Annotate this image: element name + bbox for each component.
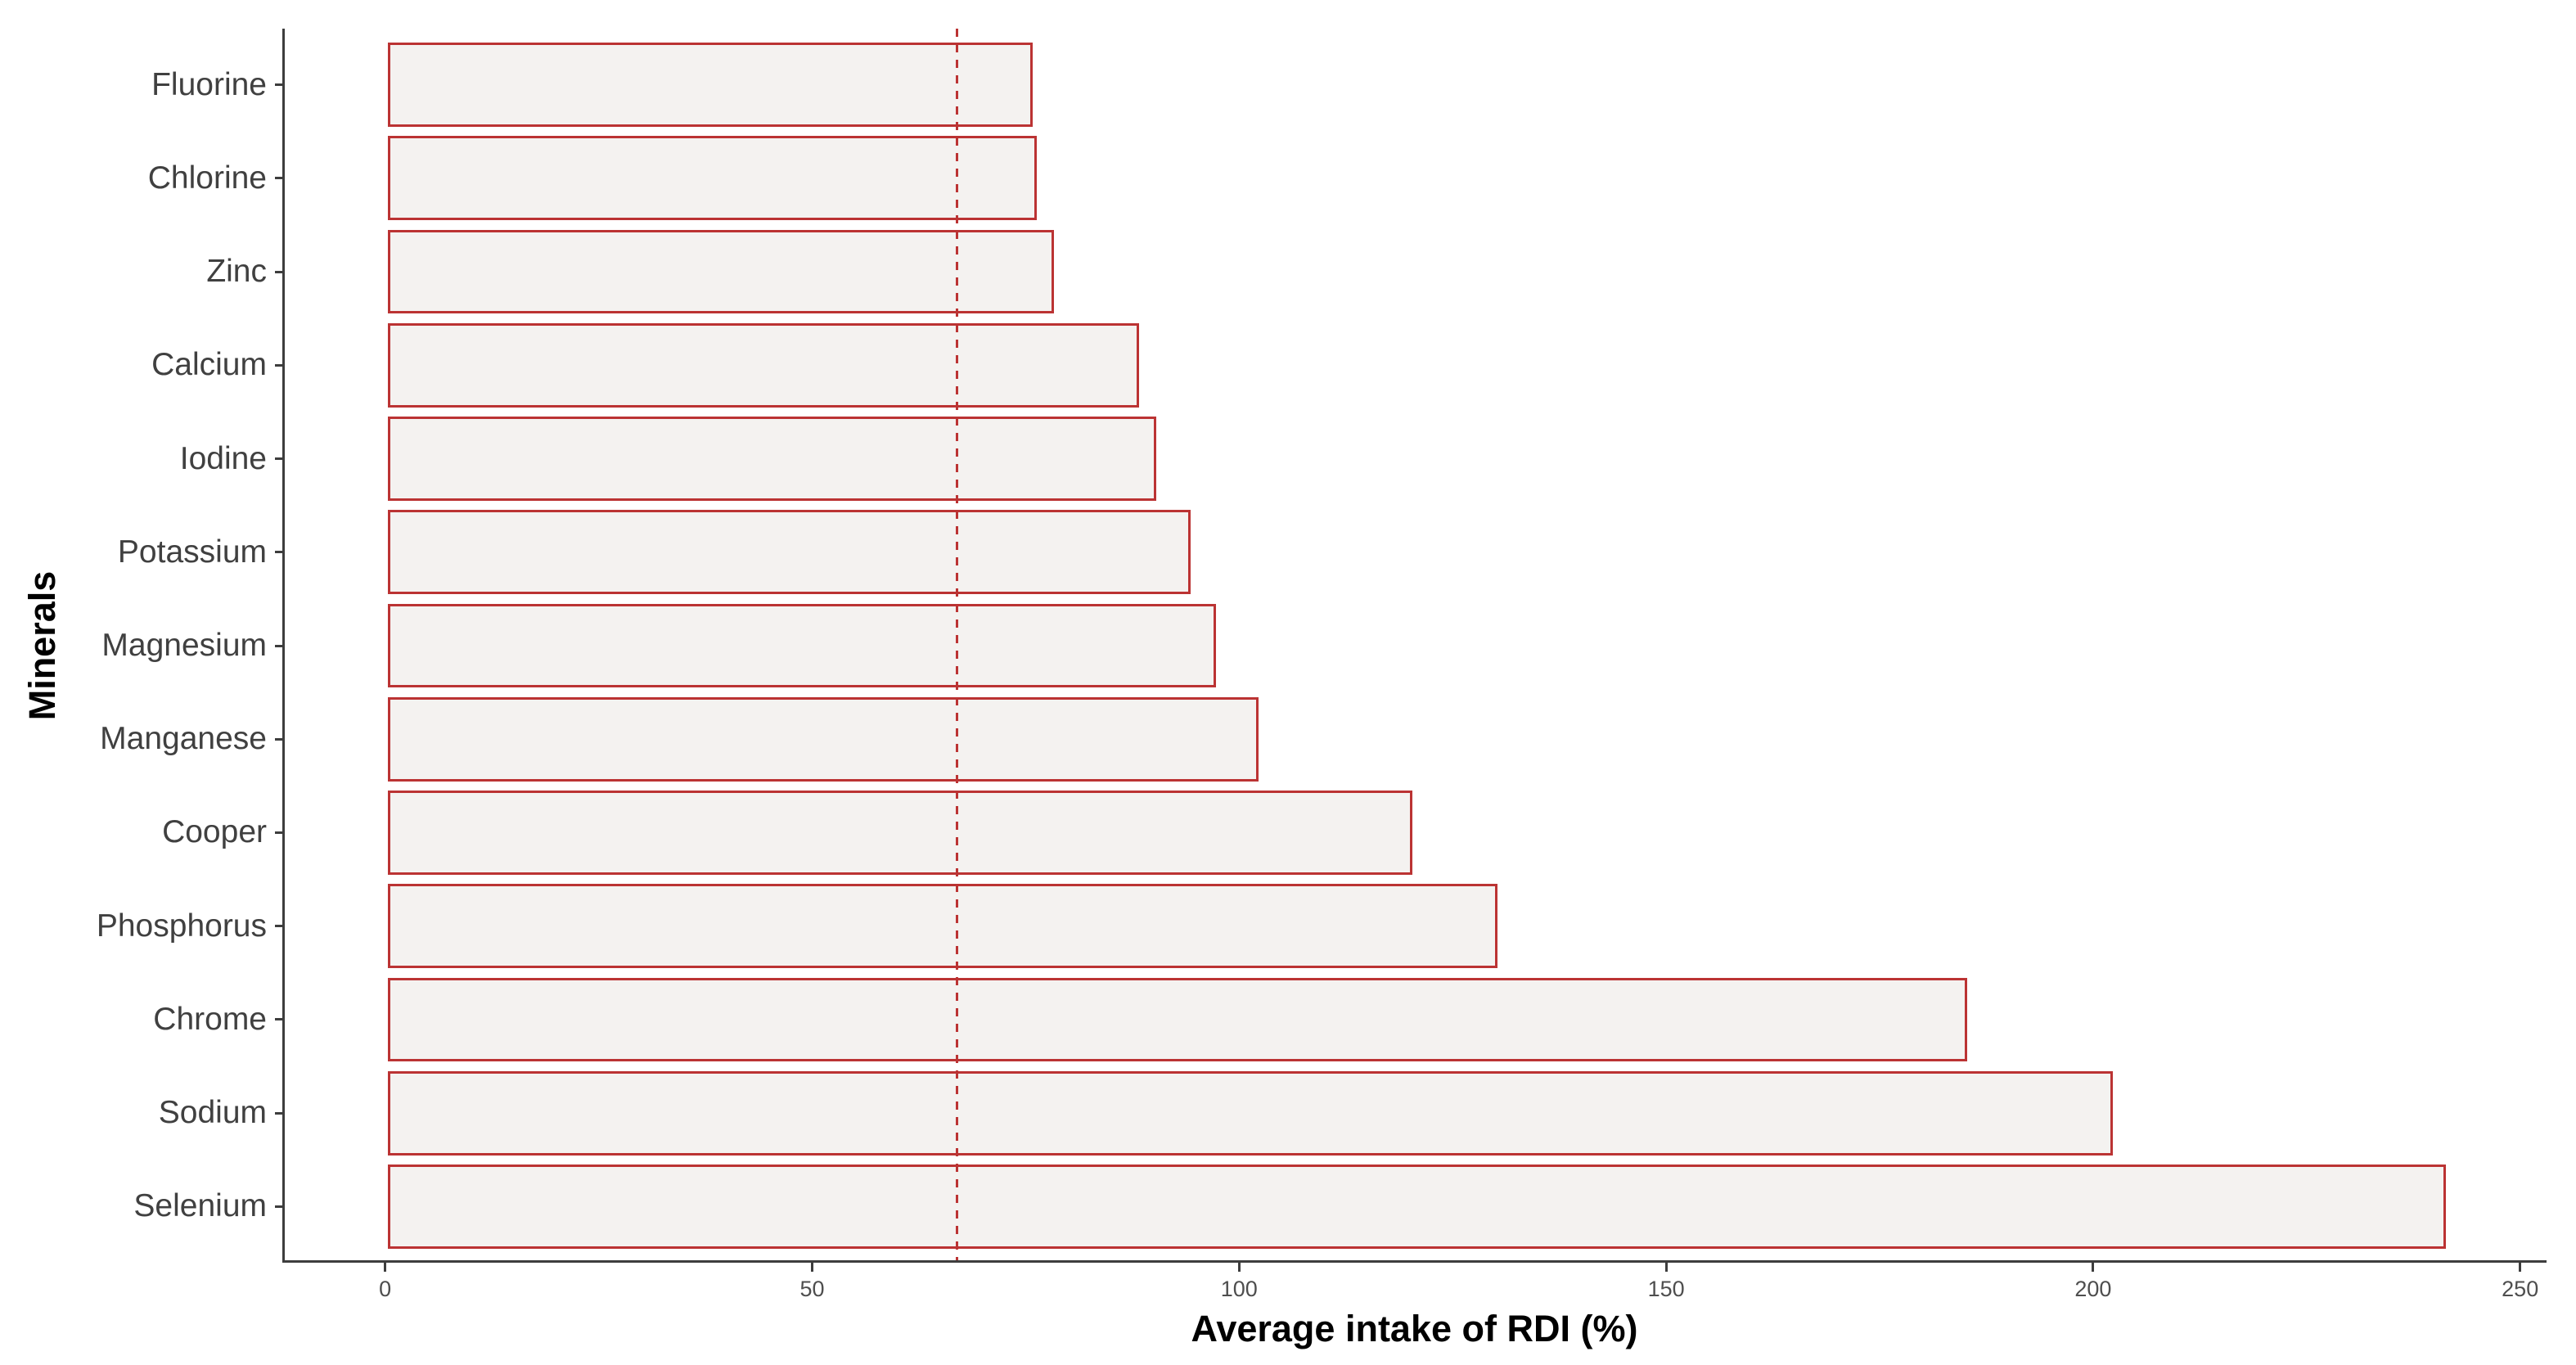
category-label-manganese: Manganese [100,721,267,757]
y-tick-mark-selenium [275,1205,283,1208]
y-tick-mark-sodium [275,1111,283,1115]
category-label-iodine: Iodine [179,440,267,476]
x-tick-label-250: 250 [2502,1277,2539,1301]
y-tick-mark-manganese [275,737,283,741]
y-tick-mark-magnesium [275,644,283,647]
y-tick-mark-phosphorus [275,925,283,928]
bar-chrome [387,977,1968,1062]
bar-iodine [387,417,1156,501]
bar-cooper [387,791,1412,875]
reference-line [956,29,959,1260]
category-label-sodium: Sodium [158,1095,267,1131]
bar-selenium [387,1165,2446,1249]
category-label-phosphorus: Phosphorus [96,908,267,944]
bar-phosphorus [387,884,1498,969]
y-tick-mark-zinc [275,270,283,273]
bar-magnesium [387,603,1216,688]
y-tick-mark-chlorine [275,177,283,180]
plot-panel [275,29,2547,1263]
x-tick-mark-150 [1664,1263,1668,1272]
bar-fluorine [387,43,1033,127]
x-axis-title: Average intake of RDI (%) [1191,1308,1638,1349]
x-tick-label-0: 0 [379,1277,392,1301]
y-tick-mark-chrome [275,1018,283,1021]
x-tick-label-150: 150 [1647,1277,1685,1301]
category-label-fluorine: Fluorine [151,66,267,102]
x-tick-mark-100 [1237,1263,1241,1272]
x-tick-mark-200 [2092,1263,2095,1272]
bar-zinc [387,229,1054,314]
category-label-cooper: Cooper [162,814,267,850]
category-label-calcium: Calcium [151,347,267,383]
x-tick-label-100: 100 [1220,1277,1258,1301]
y-tick-mark-potassium [275,551,283,554]
category-label-chlorine: Chlorine [147,160,267,196]
category-label-potassium: Potassium [117,534,267,570]
category-label-chrome: Chrome [153,1001,267,1037]
x-tick-label-200: 200 [2074,1277,2112,1301]
y-tick-mark-calcium [275,363,283,367]
category-label-magnesium: Magnesium [101,627,267,663]
x-tick-mark-50 [811,1263,813,1272]
bar-potassium [387,510,1191,595]
x-tick-mark-0 [384,1263,387,1272]
bar-sodium [387,1070,2113,1156]
category-label-selenium: Selenium [133,1188,267,1224]
y-tick-mark-fluorine [275,83,283,87]
bar-calcium [387,322,1140,408]
y-tick-mark-cooper [275,831,283,834]
y-tick-mark-iodine [275,457,283,460]
bar-manganese [387,696,1259,782]
x-tick-label-50: 50 [799,1277,825,1301]
x-tick-mark-250 [2519,1263,2522,1272]
category-label-zinc: Zinc [206,254,267,290]
bar-chlorine [387,136,1037,221]
